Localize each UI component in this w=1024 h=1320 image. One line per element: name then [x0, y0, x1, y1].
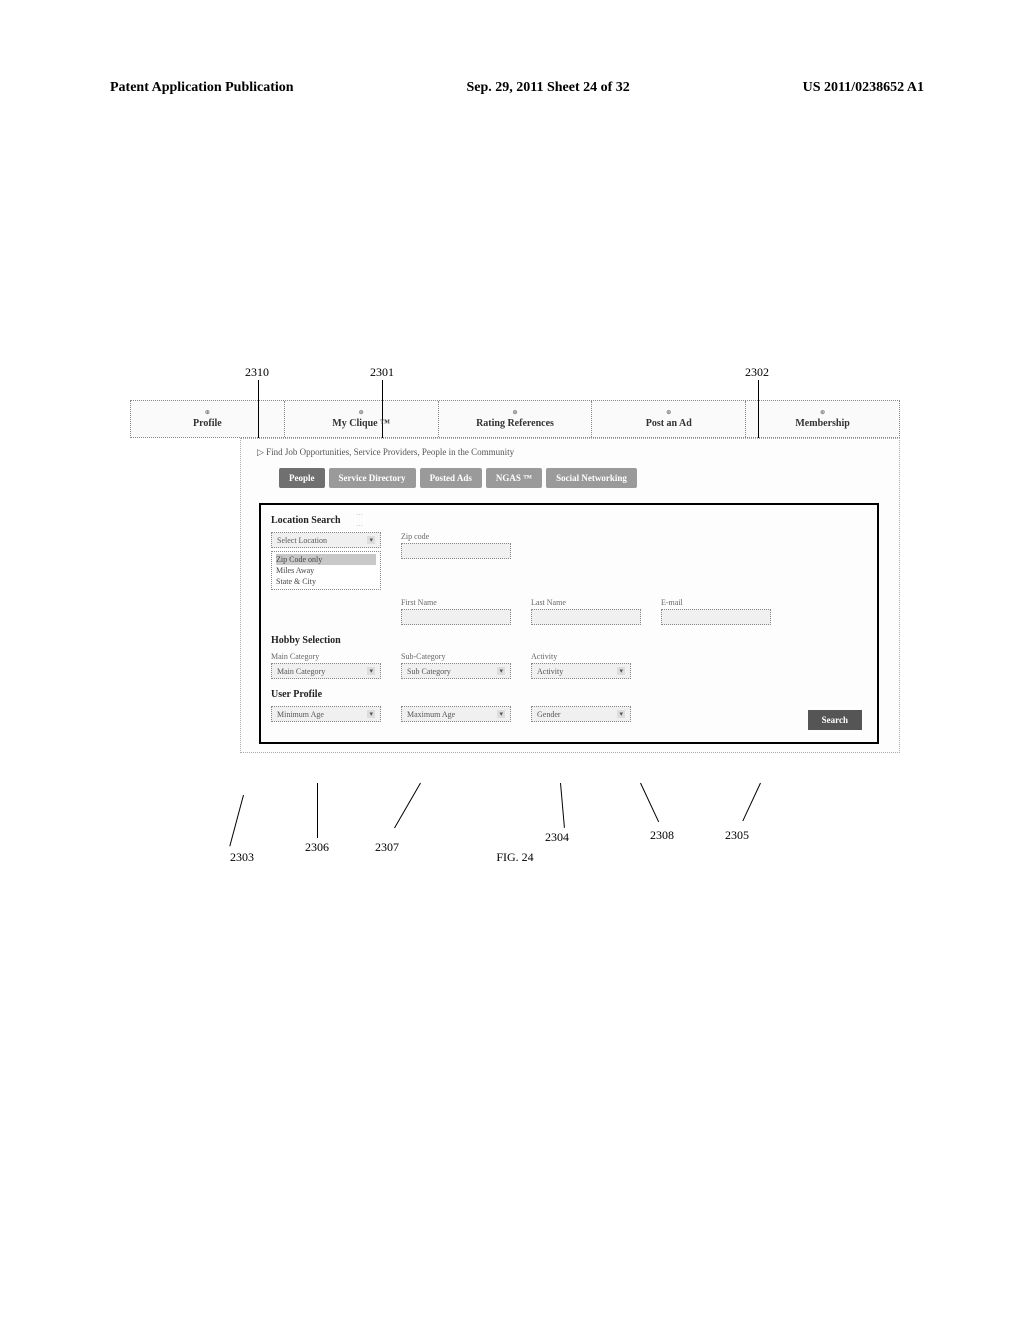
leader-2303	[229, 795, 244, 846]
ref-2302: 2302	[745, 365, 769, 380]
select-location-value: Select Location	[277, 536, 327, 545]
ref-2307: 2307	[375, 840, 399, 855]
leader-2305	[742, 783, 761, 821]
tab-rating-label: Rating References	[476, 418, 554, 429]
ref-2306: 2306	[305, 840, 329, 855]
ref-2310: 2310	[245, 365, 269, 380]
firstname-input[interactable]	[401, 609, 511, 625]
select-location[interactable]: Select Location ▾	[271, 532, 381, 548]
figure-caption: FIG. 24	[496, 850, 533, 865]
maincat-value: Main Category	[277, 667, 325, 676]
gender-value: Gender	[537, 710, 561, 719]
subtab-people[interactable]: People	[279, 468, 325, 488]
loc-opt-2[interactable]: State & City	[276, 576, 376, 587]
ref-2301: 2301	[370, 365, 394, 380]
gender-select[interactable]: Gender ▾	[531, 706, 631, 722]
leader-2308	[640, 783, 659, 822]
tab-postad[interactable]: ⊕Post an Ad	[592, 401, 746, 437]
email-label: E-mail	[661, 598, 771, 607]
chevron-down-icon: ▾	[497, 710, 505, 718]
chevron-down-icon: ▾	[617, 667, 625, 675]
page-header: Patent Application Publication Sep. 29, …	[110, 80, 924, 96]
ref-2308: 2308	[650, 828, 674, 843]
search-form: Location Search Select Location ▾ Zip Co…	[259, 503, 879, 744]
maxage-value: Maximum Age	[407, 710, 455, 719]
header-left: Patent Application Publication	[110, 80, 294, 96]
ref-2303: 2303	[230, 850, 254, 865]
subtab-posted[interactable]: Posted Ads	[420, 468, 482, 488]
maxage-select[interactable]: Maximum Age ▾	[401, 706, 511, 722]
leader-2307	[394, 783, 421, 829]
search-button[interactable]: Search	[808, 710, 862, 730]
subtab-service[interactable]: Service Directory	[329, 468, 416, 488]
tab-rating[interactable]: ⊕Rating References	[439, 401, 593, 437]
tab-membership-label: Membership	[795, 418, 849, 429]
tab-profile[interactable]: ⊕Profile	[131, 401, 285, 437]
email-input[interactable]	[661, 609, 771, 625]
firstname-label: First Name	[401, 598, 511, 607]
header-right: US 2011/0238652 A1	[803, 80, 924, 96]
tab-membership[interactable]: ⊕Membership	[746, 401, 899, 437]
maincat-label: Main Category	[271, 652, 381, 661]
user-profile-label: User Profile	[271, 689, 867, 700]
loc-opt-1[interactable]: Miles Away	[276, 565, 376, 576]
subcat-label: Sub-Category	[401, 652, 511, 661]
content-panel: ···············▒▒··· ▷ Find Job Opportun…	[240, 438, 900, 753]
chevron-down-icon: ▾	[497, 667, 505, 675]
chevron-down-icon: ▾	[367, 710, 375, 718]
location-search-label: Location Search	[271, 515, 867, 526]
tab-myclique-label: My Clique ™	[332, 418, 390, 429]
activity-value: Activity	[537, 667, 563, 676]
main-nav-tabs: ⊕Profile ⊕My Clique ™ ⊕Rating References…	[130, 400, 900, 438]
tab-profile-label: Profile	[193, 418, 222, 429]
lastname-input[interactable]	[531, 609, 641, 625]
panel-heading-text: Find Job Opportunities, Service Provider…	[266, 447, 514, 457]
figure-area: 2310 2301 2302 ⊕Profile ⊕My Clique ™ ⊕Ra…	[130, 400, 900, 753]
zip-label: Zip code	[401, 532, 511, 541]
chevron-down-icon: ▾	[617, 710, 625, 718]
loc-opt-0[interactable]: Zip Code only	[276, 554, 376, 565]
tab-myclique[interactable]: ⊕My Clique ™	[285, 401, 439, 437]
header-center: Sep. 29, 2011 Sheet 24 of 32	[466, 80, 629, 96]
chevron-down-icon: ▾	[367, 667, 375, 675]
hobby-selection-label: Hobby Selection	[271, 635, 867, 646]
zip-input[interactable]	[401, 543, 511, 559]
leader-2306	[317, 783, 318, 838]
subtab-ngas[interactable]: NGAS ™	[486, 468, 542, 488]
location-dropdown[interactable]: Zip Code only Miles Away State & City	[271, 551, 381, 590]
activity-label: Activity	[531, 652, 631, 661]
leader-2304	[560, 783, 565, 828]
tab-postad-label: Post an Ad	[646, 418, 692, 429]
ref-2305: 2305	[725, 828, 749, 843]
panel-heading: ▷ Find Job Opportunities, Service Provid…	[257, 447, 891, 458]
activity-select[interactable]: Activity ▾	[531, 663, 631, 679]
chevron-down-icon: ▾	[367, 536, 375, 544]
sub-tabs: People Service Directory Posted Ads NGAS…	[279, 468, 891, 488]
subcat-value: Sub Category	[407, 667, 451, 676]
minage-select[interactable]: Minimum Age ▾	[271, 706, 381, 722]
lastname-label: Last Name	[531, 598, 641, 607]
subtab-social[interactable]: Social Networking	[546, 468, 637, 488]
maincat-select[interactable]: Main Category ▾	[271, 663, 381, 679]
subcat-select[interactable]: Sub Category ▾	[401, 663, 511, 679]
minage-value: Minimum Age	[277, 710, 324, 719]
ref-2304: 2304	[545, 830, 569, 845]
